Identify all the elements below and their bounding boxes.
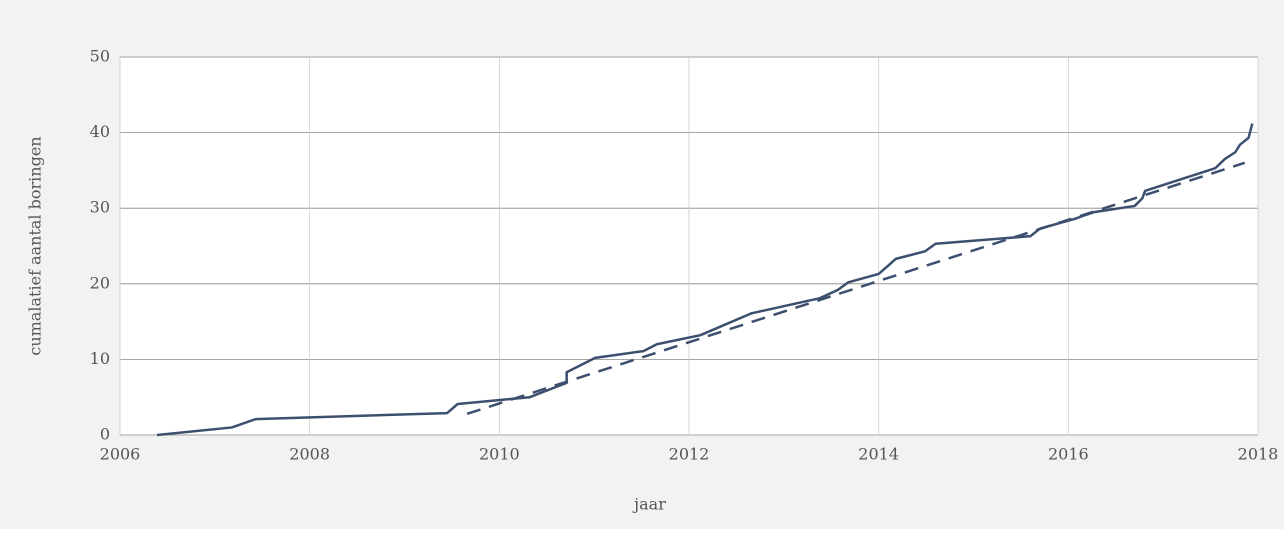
x-tick-label: 2006 <box>100 445 141 464</box>
x-tick-label: 2010 <box>479 445 520 464</box>
x-tick-label: 2008 <box>289 445 330 464</box>
x-tick-label: 2012 <box>669 445 710 464</box>
x-tick-label: 2014 <box>858 445 899 464</box>
line <box>466 161 1246 416</box>
x-axis-title: jaar <box>632 495 666 514</box>
y-tick-label: 50 <box>90 47 110 66</box>
y-tick-label: 40 <box>90 122 110 141</box>
y-tick-label: 0 <box>100 425 110 444</box>
y-tick-label: 20 <box>90 273 110 292</box>
y-axis-title: cumalatief aantal boringen <box>26 136 45 355</box>
x-tick-label: 2016 <box>1048 445 1089 464</box>
y-tick-label: 30 <box>90 198 110 217</box>
y-tick-label: 10 <box>90 349 110 368</box>
line <box>156 123 1254 437</box>
x-tick-label: 2018 <box>1238 445 1279 464</box>
